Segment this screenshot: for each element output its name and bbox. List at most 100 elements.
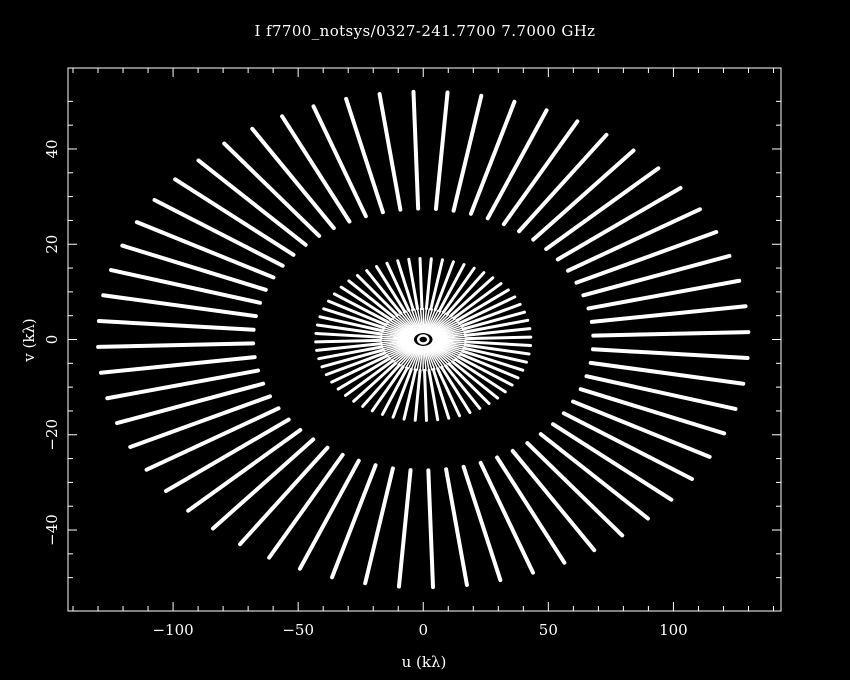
uv-track-middle	[464, 335, 533, 341]
chart-title: I f7700_notsys/0327-241.7700 7.7000 GHz	[255, 22, 596, 40]
uv-track-middle	[461, 310, 527, 331]
uv-track-inner	[416, 345, 423, 371]
uv-track-inner	[432, 333, 466, 340]
uv-track-inner	[430, 343, 458, 360]
uv-track-outer	[115, 381, 266, 426]
uv-track-middle	[407, 257, 420, 311]
uv-track-middle	[355, 273, 399, 317]
uv-track-inner	[423, 345, 430, 371]
uv-track-outer	[363, 466, 395, 586]
uv-track-inner	[430, 342, 460, 358]
uv-track-inner	[410, 345, 422, 370]
uv-track-inner	[424, 345, 433, 371]
uv-track-inner	[385, 342, 416, 356]
uv-track-outer	[551, 422, 674, 502]
uv-track-inner	[416, 308, 423, 334]
uv-track-inner	[397, 344, 419, 366]
uv-track-outer	[144, 406, 281, 472]
uv-track-middle	[370, 365, 405, 413]
uv-track-inner	[381, 340, 415, 350]
uv-track-outer	[501, 119, 580, 227]
uv-track-inner	[431, 342, 461, 356]
uv-track-outer	[588, 360, 746, 386]
uv-track-middle	[365, 269, 403, 315]
uv-track-middle	[424, 257, 433, 311]
uv-track-middle	[380, 366, 409, 416]
uv-track-inner	[379, 338, 414, 342]
uv-track-inner	[423, 307, 428, 334]
uv-track-outer	[238, 445, 330, 547]
uv-track-outer	[468, 99, 517, 216]
uv-track-inner	[407, 345, 421, 370]
uv-track-outer	[120, 243, 268, 292]
y-tick-label: 40	[43, 139, 61, 158]
uv-track-inner	[387, 342, 416, 358]
uv-track-outer	[574, 230, 719, 285]
uv-track-middle	[375, 265, 407, 314]
uv-track-inner	[431, 341, 464, 352]
uv-track-outer	[196, 158, 308, 247]
uv-track-middle	[322, 307, 386, 330]
uv-track-inner	[380, 339, 415, 344]
uv-track-core	[416, 334, 430, 345]
uv-track-outer	[411, 89, 421, 211]
uv-track-outer	[377, 92, 403, 212]
uv-track-middle	[352, 361, 398, 403]
uv-track-inner	[423, 345, 427, 372]
uv-track-middle	[396, 259, 415, 311]
uv-track-middle	[451, 360, 500, 400]
uv-track-middle	[402, 368, 418, 421]
uv-track-middle	[462, 346, 529, 364]
uv-track-outer	[250, 126, 336, 231]
uv-track-outer	[297, 458, 361, 571]
y-axis-ticks: −40 −20 0 20 40	[43, 100, 781, 579]
uv-track-inner	[390, 343, 417, 361]
uv-track-outer	[128, 394, 272, 449]
uv-track-inner	[382, 329, 415, 339]
uv-track-outer	[96, 319, 256, 332]
uv-track-outer	[163, 417, 291, 494]
uv-track-inner	[391, 317, 417, 336]
uv-track-inner	[419, 345, 424, 372]
uv-track-outer	[581, 253, 732, 298]
uv-track-middle	[314, 338, 383, 344]
uv-track-inner	[380, 337, 415, 340]
uv-track-middle	[330, 354, 389, 384]
uv-track-inner	[388, 343, 417, 360]
uv-track-middle	[449, 276, 495, 318]
uv-track-middle	[433, 260, 455, 312]
uv-track-middle	[431, 368, 451, 420]
uv-track-outer	[538, 432, 651, 521]
uv-track-inner	[380, 339, 415, 346]
uv-track-inner	[429, 343, 456, 362]
uv-track-middle	[457, 295, 517, 325]
uv-track-middle	[413, 368, 422, 422]
uv-track-inner	[425, 309, 436, 334]
uv-track-inner	[426, 345, 442, 369]
uv-track-outer	[152, 197, 285, 268]
uv-track-outer	[210, 437, 316, 531]
uv-track-inner	[392, 343, 418, 363]
uv-track-middle	[436, 367, 462, 418]
uv-track-inner	[425, 345, 436, 371]
uv-track-middle	[427, 368, 440, 422]
uv-track-inner	[397, 313, 419, 335]
uv-track-inner	[402, 311, 420, 334]
uv-track-outer	[311, 104, 368, 219]
uv-track-outer	[561, 411, 694, 482]
uv-track-middle	[437, 263, 466, 313]
x-tick-label: 50	[539, 621, 558, 639]
uv-track-inner	[429, 318, 456, 336]
uv-track-outer	[461, 464, 503, 583]
uv-track-middle	[454, 358, 507, 394]
uv-track-middle	[461, 349, 525, 372]
uv-track-middle	[324, 351, 387, 377]
uv-track-outer	[344, 96, 385, 215]
uv-track-inner	[402, 345, 420, 368]
uv-track-middle	[318, 315, 384, 333]
uv-track-outer	[571, 399, 712, 459]
uv-track-outer	[544, 166, 661, 251]
y-tick-label: 0	[43, 335, 61, 345]
uv-track-inner	[380, 335, 415, 340]
uv-track-inner	[410, 308, 422, 334]
